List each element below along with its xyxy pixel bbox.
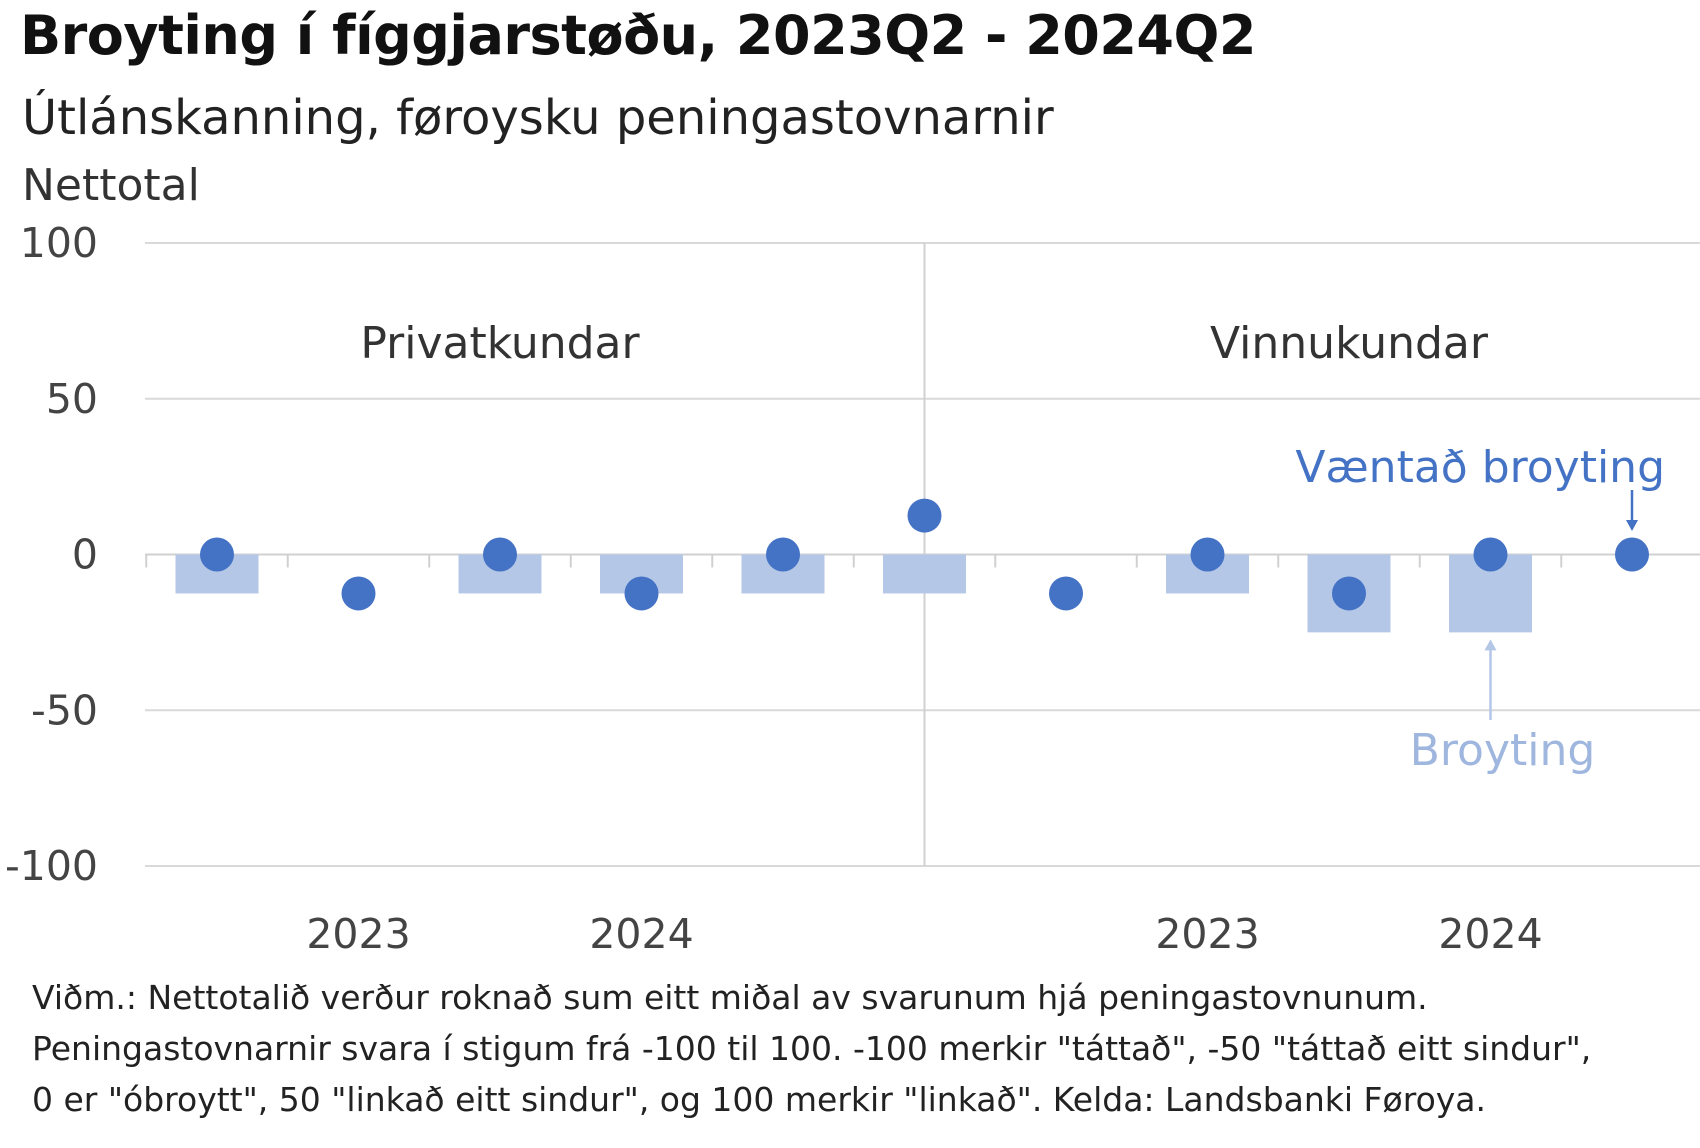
x-year-label: 2024	[1438, 910, 1542, 958]
x-year-label: 2023	[306, 910, 410, 958]
dot-point	[1615, 537, 1649, 572]
chart-subtitle: Útlánskanning, føroysku peningastovnarni…	[22, 90, 1054, 146]
y-tick-label: -100	[5, 842, 98, 890]
chart-plot: 100 50 0 -50 -100 Privatkundar Vinnukundar 2023…	[5, 219, 1700, 958]
y-tick-label: 0	[72, 531, 98, 579]
dot-point	[1473, 537, 1508, 572]
legend-label-bar-series: Broyting	[1410, 725, 1596, 776]
dot-point	[341, 576, 376, 611]
dot-point	[1190, 537, 1225, 572]
dot-point	[1049, 576, 1083, 611]
group-label: Privatkundar	[360, 318, 640, 369]
dot-point	[483, 537, 517, 572]
dot-point	[907, 498, 942, 533]
annotation-arrowhead	[1626, 520, 1638, 531]
footnote: Viðm.: Nettotalið verður roknað sum eitt…	[32, 972, 1682, 1125]
footnote-line: Viðm.: Nettotalið verður roknað sum eitt…	[32, 978, 1428, 1017]
footnote-line: 0 er "óbroytt", 50 "linkað eitt sindur",…	[32, 1080, 1486, 1119]
annotation-arrowhead	[1484, 639, 1497, 651]
dot-point	[624, 576, 659, 611]
dot-point	[200, 537, 234, 572]
legend-label-dot-series: Væntað broyting	[1295, 442, 1665, 493]
group-label: Vinnukundar	[1210, 318, 1489, 369]
dot-point	[766, 537, 800, 572]
x-year-label: 2023	[1155, 910, 1259, 958]
bar	[883, 554, 966, 594]
y-tick-label: -50	[31, 686, 98, 734]
y-axis-unit-label: Nettotal	[22, 160, 200, 211]
y-tick-label: 100	[20, 219, 98, 267]
chart-title: Broyting í fíggjarstøðu, 2023Q2 - 2024Q2	[20, 4, 1256, 67]
y-tick-label: 50	[46, 375, 98, 423]
dot-point	[1332, 576, 1366, 611]
x-year-label: 2024	[589, 910, 693, 958]
footnote-line: Peningastovnarnir svara í stigum frá -10…	[32, 1029, 1592, 1068]
